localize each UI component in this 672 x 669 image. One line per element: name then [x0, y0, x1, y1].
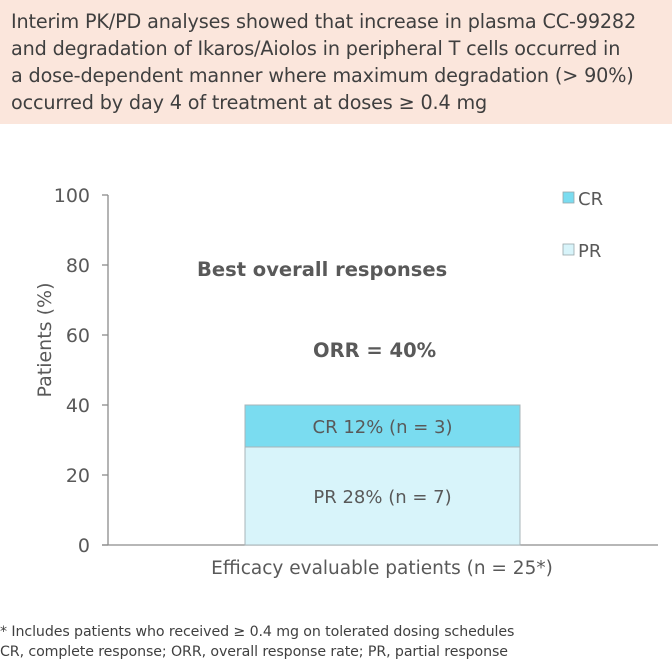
legend-swatch-cr [562, 191, 575, 204]
bar-segment-pr [244, 446, 521, 546]
response-chart: 0 20 40 60 80 100 PR 28% (n = 7) CR 12% (n = 3… [34, 185, 658, 579]
y-tick-label: 60 [66, 325, 90, 347]
bars: PR 28% (n = 7) CR 12% (n = 3) [244, 404, 521, 546]
chart-title: Best overall responses [197, 258, 447, 281]
callout-line: a dose-dependent manner where maximum de… [11, 64, 634, 87]
x-axis-label: Efficacy evaluable patients (n = 25*) [211, 558, 553, 579]
callout-line: Interim PK/PD analyses showed that incre… [11, 10, 637, 33]
orr-annotation: ORR = 40% [313, 339, 436, 362]
y-tick-label: 40 [66, 395, 90, 417]
footnotes: * Includes patients who received ≥ 0.4 m… [0, 622, 514, 662]
callout-line: and degradation of Ikaros/Aiolos in peri… [11, 37, 621, 60]
footnote-line: * Includes patients who received ≥ 0.4 m… [0, 624, 515, 640]
legend-label-pr: PR [578, 241, 601, 262]
y-tick-label: 100 [54, 185, 90, 207]
bar-segment-cr [244, 404, 521, 448]
y-tick-label: 80 [66, 255, 90, 277]
legend: CR PR [562, 189, 603, 262]
callout-line: occurred by day 4 of treatment at doses … [11, 91, 488, 114]
y-axis-label: Patients (%) [34, 283, 56, 398]
y-tick-label: 0 [78, 535, 90, 557]
legend-swatch-pr [562, 243, 575, 256]
legend-label-cr: CR [578, 189, 603, 210]
y-axis-ticks: 0 20 40 60 80 100 [54, 185, 108, 557]
bar-label-pr: PR 28% (n = 7) [313, 487, 451, 508]
bar-label-cr: CR 12% (n = 3) [313, 417, 453, 438]
callout-text: Interim PK/PD analyses showed that incre… [11, 8, 666, 116]
y-tick-label: 20 [66, 465, 90, 487]
callout-box: Interim PK/PD analyses showed that incre… [0, 0, 672, 124]
footnote-line: CR, complete response; ORR, overall resp… [0, 644, 508, 660]
